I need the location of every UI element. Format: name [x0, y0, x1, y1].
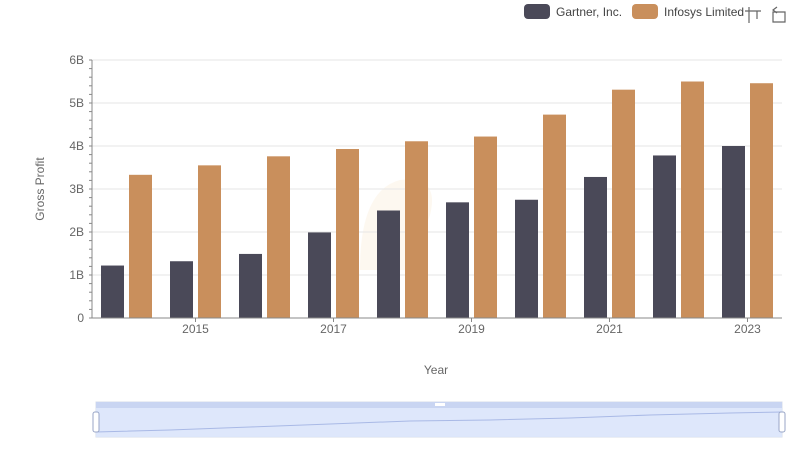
bar-gartner-2014[interactable]: [101, 265, 124, 318]
bar-infosys-2022[interactable]: [681, 81, 704, 319]
legend-item-infosys[interactable]: Infosys Limited: [632, 4, 744, 19]
bar-gartner-2015[interactable]: [170, 261, 193, 318]
y-tick-label: 3B: [69, 182, 84, 196]
y-tick-label: 1B: [69, 268, 84, 282]
bar-infosys-2023[interactable]: [750, 83, 773, 318]
bar-infosys-2018[interactable]: [405, 141, 428, 318]
bar-gartner-2019[interactable]: [446, 202, 469, 318]
chart-toolbar: [744, 6, 788, 24]
bar-gartner-2020[interactable]: [515, 199, 538, 318]
data-zoom-slider[interactable]: [92, 401, 786, 438]
bar-infosys-2020[interactable]: [543, 114, 566, 318]
slider-right-handle[interactable]: [778, 411, 786, 433]
slider-drag-grip[interactable]: [435, 403, 445, 406]
grid-lines: [92, 59, 782, 276]
legend-swatch-infosys: [632, 4, 659, 19]
x-tick-label: 2015: [182, 322, 209, 336]
x-axis-title: Year: [424, 363, 448, 377]
axes: 0 1B 2B 3B 4B 5B 6B 2015 2017 2019 2021 2023: [69, 53, 782, 336]
x-tick-label: 2017: [320, 322, 347, 336]
x-tick-label: 2019: [458, 322, 485, 336]
y-tick-label: 4B: [69, 139, 84, 153]
legend: Gartner, Inc. Infosys Limited: [524, 4, 744, 19]
bar-gartner-2018[interactable]: [377, 210, 400, 319]
y-axis-title: Gross Profit: [33, 157, 47, 221]
legend-item-gartner[interactable]: Gartner, Inc.: [524, 4, 622, 19]
zoom-icon[interactable]: [744, 6, 762, 24]
y-tick-label: 6B: [69, 53, 84, 67]
restore-icon[interactable]: [770, 6, 788, 24]
y-tick-label: 5B: [69, 96, 84, 110]
legend-swatch-gartner: [524, 4, 550, 19]
bar-gartner-2021[interactable]: [584, 176, 607, 318]
bar-gartner-2022[interactable]: [653, 155, 676, 318]
bar-infosys-2019[interactable]: [474, 136, 497, 318]
legend-label-gartner: Gartner, Inc.: [556, 4, 623, 19]
bar-infosys-2015[interactable]: [198, 165, 221, 318]
x-tick-label: 2023: [734, 322, 761, 336]
y-tick-label: 2B: [69, 225, 84, 239]
bar-gartner-2017[interactable]: [308, 232, 331, 318]
bar-gartner-2023[interactable]: [722, 146, 745, 318]
bar-gartner-2016[interactable]: [239, 253, 262, 318]
y-tick-label: 0: [77, 311, 84, 325]
slider-preview-line: [95, 411, 783, 433]
bars-group: [101, 81, 773, 319]
legend-label-infosys: Infosys Limited: [664, 4, 745, 19]
bar-infosys-2021[interactable]: [612, 89, 635, 318]
bar-infosys-2014[interactable]: [129, 174, 152, 318]
slider-left-handle[interactable]: [92, 411, 100, 433]
x-tick-label: 2021: [596, 322, 623, 336]
bar-infosys-2016[interactable]: [267, 156, 290, 318]
bar-infosys-2017[interactable]: [336, 149, 359, 318]
